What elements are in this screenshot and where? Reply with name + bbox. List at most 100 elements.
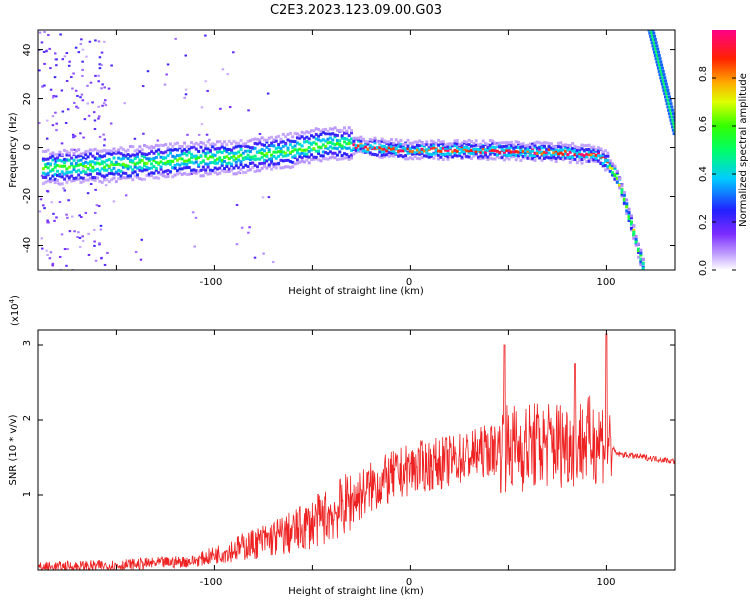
heatmap-cell — [672, 115, 675, 119]
heatmap-cell — [568, 150, 572, 154]
heatmap-cell — [420, 143, 424, 147]
heatmap-cell — [505, 146, 509, 150]
heatmap-cell — [96, 172, 100, 176]
heatmap-cell — [117, 162, 121, 166]
heatmap-cell — [284, 151, 288, 155]
heatmap-cell — [622, 201, 626, 205]
heatmap-cell — [587, 158, 591, 162]
heatmap-cell — [350, 129, 354, 133]
heatmap-cell — [357, 136, 361, 140]
heatmap-cell — [300, 144, 304, 148]
heatmap-cell — [79, 132, 82, 135]
heatmap-cell — [194, 160, 198, 164]
heatmap-cell — [136, 173, 139, 177]
heatmap-cell — [592, 145, 596, 149]
heatmap-cell — [671, 112, 675, 116]
heatmap-cell — [187, 172, 191, 176]
heatmap-cell — [484, 148, 488, 152]
heatmap-cell — [589, 153, 593, 157]
heatmap-cell — [105, 151, 109, 155]
heatmap-cell — [232, 151, 236, 155]
heatmap-cell — [599, 154, 603, 158]
heatmap-cell — [112, 156, 116, 160]
heatmap-cell — [251, 166, 255, 170]
heatmap-cell — [77, 163, 81, 167]
heatmap-cell — [97, 105, 100, 108]
heatmap-cell — [521, 154, 525, 158]
heatmap-cell — [260, 136, 264, 140]
heatmap-cell — [509, 140, 513, 144]
heatmap-cell — [38, 121, 41, 124]
heatmap-cell — [164, 175, 168, 179]
heatmap-cell — [380, 139, 384, 143]
heatmap-cell — [413, 145, 417, 149]
heatmap-cell — [215, 147, 219, 151]
heatmap-cell — [462, 150, 466, 154]
heatmap-cell — [105, 178, 109, 182]
heatmap-cell — [165, 73, 168, 76]
heatmap-cell — [173, 155, 177, 159]
heatmap-cell — [571, 142, 575, 146]
heatmap-cell — [201, 141, 205, 145]
heatmap-cell — [89, 183, 93, 186]
heatmap-cell — [371, 145, 375, 149]
heatmap-cell — [653, 38, 657, 42]
heatmap-cell — [352, 136, 356, 140]
heatmap-cell — [175, 172, 179, 176]
heatmap-cell — [230, 164, 234, 168]
heatmap-cell — [138, 158, 142, 162]
heatmap-cell — [51, 96, 55, 99]
heatmap-cell — [298, 152, 302, 156]
heatmap-cell — [98, 63, 102, 66]
heatmap-cell — [49, 251, 53, 254]
heatmap-cell — [131, 159, 135, 163]
heatmap-cell — [194, 141, 198, 145]
heatmap-cell — [380, 153, 384, 157]
heatmap-cell — [77, 159, 81, 163]
heatmap-cell — [657, 50, 661, 54]
heatmap-cell — [131, 178, 135, 182]
heatmap-cell — [267, 144, 271, 148]
heatmap-cell — [220, 145, 224, 149]
heatmap-cell — [517, 150, 521, 154]
heatmap-cell — [418, 139, 422, 143]
heatmap-cell — [505, 141, 509, 145]
heatmap-cell — [578, 155, 582, 159]
heatmap-cell — [521, 142, 525, 146]
heatmap-cell — [194, 157, 198, 161]
heatmap-cell — [437, 157, 441, 161]
spectrogram-xtick-label: 0 — [406, 277, 412, 288]
heatmap-cell — [223, 149, 227, 153]
heatmap-cell — [51, 124, 55, 127]
heatmap-cell — [613, 177, 617, 181]
heatmap-cell — [554, 147, 558, 151]
heatmap-cell — [589, 155, 593, 159]
heatmap-cell — [390, 144, 394, 148]
heatmap-cell — [314, 149, 318, 153]
heatmap-cell — [580, 154, 584, 158]
heatmap-cell — [244, 163, 248, 167]
heatmap-cell — [310, 129, 314, 133]
heatmap-cell — [524, 144, 528, 148]
heatmap-cell — [380, 147, 384, 151]
heatmap-cell — [465, 145, 469, 149]
heatmap-cell — [112, 151, 116, 155]
heatmap-cell — [326, 129, 330, 133]
heatmap-cell — [119, 169, 123, 173]
heatmap-cell — [143, 168, 147, 172]
heatmap-cell — [634, 234, 638, 238]
heatmap-cell — [53, 52, 57, 55]
heatmap-cell — [615, 176, 619, 180]
heatmap-cell — [104, 104, 108, 107]
heatmap-cell — [340, 144, 344, 148]
heatmap-cell — [413, 151, 417, 155]
heatmap-cell — [253, 137, 257, 141]
heatmap-cell — [128, 154, 132, 158]
heatmap-cell — [244, 144, 248, 148]
heatmap-cell — [444, 152, 448, 156]
heatmap-cell — [265, 166, 269, 170]
heatmap-cell — [124, 165, 128, 169]
heatmap-cell — [526, 156, 530, 160]
heatmap-cell — [578, 147, 582, 151]
heatmap-cell — [524, 153, 528, 157]
